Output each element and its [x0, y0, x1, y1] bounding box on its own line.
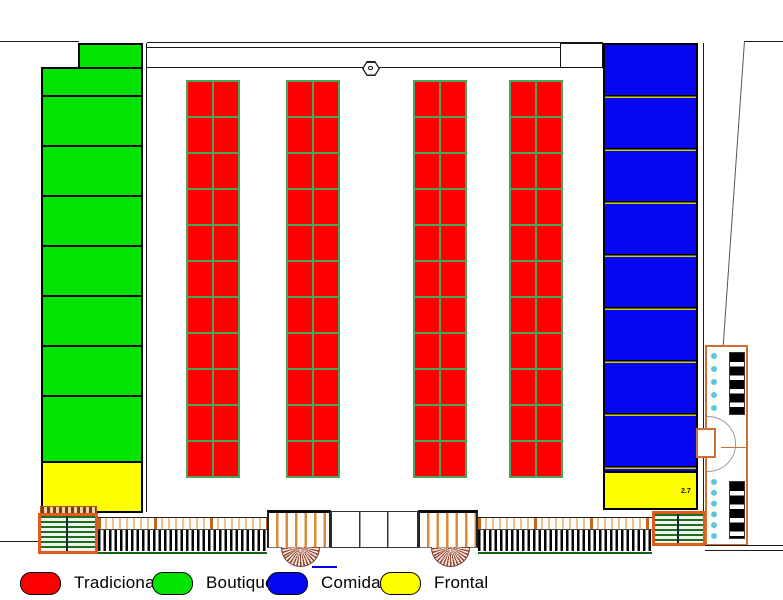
- cyan-dot-rail-lower-icon: [711, 479, 717, 539]
- sidewalk-line-right: [705, 545, 783, 551]
- right-outer-wall: [703, 43, 704, 512]
- stall-frame: [98, 517, 267, 530]
- boutique-zone-top: [78, 43, 143, 69]
- legend-swatch-frontal: [380, 571, 421, 595]
- legend-item-boutique: Boutique: [152, 571, 275, 595]
- cyan-dot-rail-upper-icon: [711, 353, 717, 411]
- legend-swatch-boutique: [152, 571, 193, 595]
- left-inner-wall: [146, 43, 147, 512]
- stair-treads-upper: [729, 352, 745, 415]
- legend-label-boutique: Boutique: [206, 573, 275, 592]
- nut-icon: [362, 61, 380, 76]
- annex-side-box: [696, 428, 716, 458]
- right-annex: [705, 345, 748, 546]
- entrance-right: [418, 510, 478, 548]
- market-frontage-left: [98, 517, 267, 554]
- service-box: [560, 43, 603, 68]
- turnstile-fan-left-icon: [281, 547, 320, 567]
- tradicional-stall-column-2: [286, 80, 340, 478]
- legend-item-comida: Comida: [267, 571, 381, 595]
- entrance-left: [267, 510, 331, 548]
- comb-hatching: [98, 530, 267, 551]
- legend-label-frontal: Frontal: [434, 573, 489, 592]
- legend-label-tradicional: Tradicional: [74, 573, 159, 592]
- stairs-right: [652, 511, 706, 546]
- blue-marker-dash: [312, 566, 337, 568]
- market-frontage-right: [478, 517, 652, 554]
- legend-swatch-tradicional: [20, 571, 61, 595]
- boutique-zone: [41, 67, 143, 463]
- comb-hatching: [478, 530, 652, 551]
- annex-divider: [721, 447, 746, 448]
- central-corridor: [331, 511, 418, 548]
- sidewalk-line-left: [0, 541, 38, 542]
- tradicional-stall-column-1: [186, 80, 240, 478]
- turnstile-fan-right-icon: [431, 547, 470, 567]
- slanted-lot-line: [722, 41, 745, 346]
- comida-zone: [603, 43, 698, 473]
- stall-frame: [478, 517, 652, 530]
- stairs-left: [38, 513, 98, 554]
- tradicional-stall-column-4: [509, 80, 563, 478]
- legend-item-tradicional: Tradicional: [20, 571, 159, 595]
- tradicional-stall-column-3: [413, 80, 467, 478]
- legend-label-comida: Comida: [321, 573, 381, 592]
- dimension-note: 2.7: [681, 488, 691, 495]
- stair-treads-lower: [729, 481, 745, 539]
- outer-wall-left: [0, 41, 79, 42]
- outer-wall-right: [744, 41, 783, 42]
- frontal-zone-right: [603, 471, 698, 510]
- legend-swatch-comida: [267, 571, 308, 595]
- top-wall: [147, 42, 603, 48]
- legend-item-frontal: Frontal: [380, 571, 489, 595]
